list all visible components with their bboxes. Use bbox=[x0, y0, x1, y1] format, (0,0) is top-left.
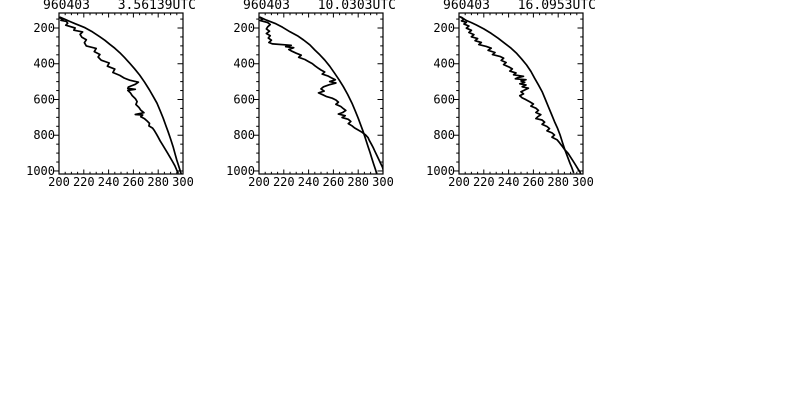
x-tick-label: 240 bbox=[98, 175, 120, 189]
x-tick-label: 260 bbox=[323, 175, 345, 189]
plot-title-time: 10.0303UTC bbox=[317, 0, 396, 13]
profile-line-jagged bbox=[460, 16, 582, 174]
y-tick-label: 400 bbox=[33, 57, 55, 71]
x-tick-label: 220 bbox=[273, 175, 295, 189]
x-tick-label: 260 bbox=[523, 175, 545, 189]
x-tick-label: 200 bbox=[48, 175, 70, 189]
y-tick-label: 600 bbox=[233, 92, 255, 106]
plot-title: 960403 10.0303UTC bbox=[243, 0, 396, 12]
profile-line-jagged bbox=[59, 17, 179, 174]
y-tick-label: 200 bbox=[33, 21, 55, 35]
x-tick-label: 280 bbox=[547, 175, 569, 189]
profile-line-jagged bbox=[259, 16, 383, 173]
y-tick-label: 200 bbox=[233, 21, 255, 35]
y-tick-label: 200 bbox=[433, 21, 455, 35]
y-tick-label: 1000 bbox=[226, 164, 255, 178]
profile-line-smooth bbox=[459, 16, 575, 174]
x-tick-label: 300 bbox=[172, 175, 194, 189]
profile-plot-3: 960403 16.0953UTC 200 220 240 260 280 300 200 4… bbox=[400, 0, 600, 200]
plot-title-date: 960403 bbox=[443, 0, 490, 13]
y-tick-label: 800 bbox=[33, 128, 55, 142]
y-tick-label: 1000 bbox=[426, 164, 455, 178]
x-tick-label: 200 bbox=[448, 175, 470, 189]
y-tick-label: 600 bbox=[433, 92, 455, 106]
profile-plot-2: 960403 10.0303UTC 200 220 240 260 280 300 200 4… bbox=[200, 0, 400, 200]
y-tick-label: 400 bbox=[433, 57, 455, 71]
x-tick-label: 220 bbox=[473, 175, 495, 189]
profile-line-smooth bbox=[59, 16, 182, 174]
plot-title: 960403 3.56139UTC bbox=[43, 0, 196, 12]
x-tick-label: 280 bbox=[147, 175, 169, 189]
x-tick-label: 240 bbox=[498, 175, 520, 189]
y-tick-label: 1000 bbox=[26, 164, 55, 178]
plot-title-date: 960403 bbox=[243, 0, 290, 13]
plot-title: 960403 16.0953UTC bbox=[443, 0, 596, 12]
axis-box bbox=[58, 12, 184, 175]
y-tick-label: 800 bbox=[233, 128, 255, 142]
x-tick-label: 300 bbox=[572, 175, 594, 189]
x-tick-label: 280 bbox=[347, 175, 369, 189]
profile-line-smooth bbox=[259, 16, 378, 174]
x-tick-label: 200 bbox=[248, 175, 270, 189]
y-tick-label: 400 bbox=[233, 57, 255, 71]
y-tick-label: 600 bbox=[33, 92, 55, 106]
plot-title-time: 16.0953UTC bbox=[517, 0, 596, 13]
profile-plot-1: 960403 3.56139UTC 200 220 240 260 280 300 200 4… bbox=[0, 0, 200, 200]
plot-title-time: 3.56139UTC bbox=[117, 0, 196, 13]
x-tick-label: 260 bbox=[123, 175, 145, 189]
x-tick-label: 300 bbox=[372, 175, 394, 189]
x-tick-label: 220 bbox=[73, 175, 95, 189]
x-tick-label: 240 bbox=[298, 175, 320, 189]
plot-title-date: 960403 bbox=[43, 0, 90, 13]
y-tick-label: 800 bbox=[433, 128, 455, 142]
